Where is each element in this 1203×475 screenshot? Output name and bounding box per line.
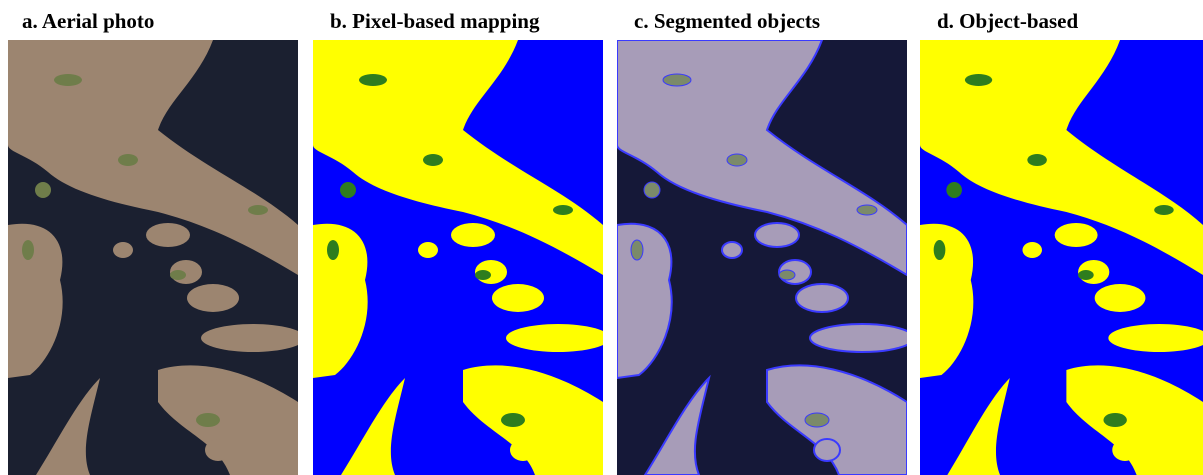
panel-d: d. Object-based [920, 9, 1203, 475]
panel-title: a. Aerial photo [22, 9, 154, 33]
segmented-image [617, 40, 914, 475]
panel-b: b. Pixel-based mapping [313, 9, 610, 475]
pixel-map [313, 40, 610, 475]
figure: a. Aerial photo b. Pixel-based mapping c… [0, 0, 1203, 475]
panel-title: c. Segmented objects [634, 9, 820, 33]
aerial-photo [8, 40, 305, 475]
panel-title: b. Pixel-based mapping [330, 9, 540, 33]
panel-c: c. Segmented objects [617, 9, 914, 475]
object-map [920, 40, 1203, 475]
panel-title: d. Object-based [937, 9, 1078, 33]
panel-a: a. Aerial photo [8, 9, 305, 475]
